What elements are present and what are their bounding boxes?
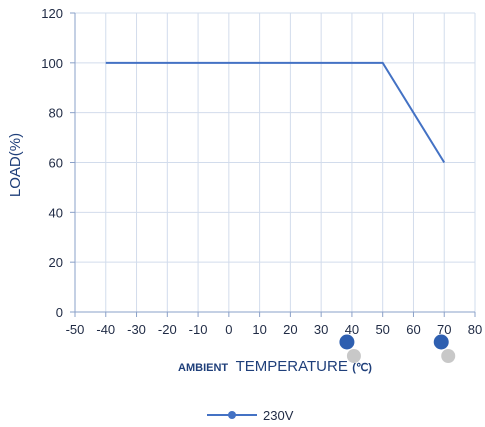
y-axis-label: LOAD(%): [7, 133, 24, 197]
x-axis-label: AMBIENT TEMPERATURE (℃): [178, 358, 372, 375]
marker-dot: [339, 334, 355, 350]
legend-marker: [228, 411, 236, 419]
x-axis-label-part-3: (℃): [352, 362, 372, 374]
x-tick-label: -20: [158, 322, 177, 337]
x-tick-label: 20: [283, 322, 297, 337]
marker-dot-shadow: [346, 349, 361, 363]
x-tick-label: 40: [345, 322, 359, 337]
y-tick-label: 20: [49, 255, 63, 270]
x-tick-label: 30: [314, 322, 328, 337]
y-tick-label: 80: [49, 106, 63, 121]
x-tick-label: 10: [252, 322, 266, 337]
series: [105, 61, 446, 164]
y-tick-label: 40: [49, 205, 63, 220]
axes: [70, 12, 476, 317]
x-tick-label: -10: [189, 322, 208, 337]
x-tick-label: -50: [66, 322, 85, 337]
marker-dots: [339, 334, 456, 363]
marker-dot: [433, 334, 449, 350]
legend-label: 230V: [263, 408, 294, 423]
x-tick-label: 60: [406, 322, 420, 337]
y-tick-label: 0: [56, 305, 63, 320]
x-tick-label: -30: [127, 322, 146, 337]
y-tick-label: 60: [49, 156, 63, 171]
grid: [74, 12, 476, 313]
x-tick-label: 50: [375, 322, 389, 337]
x-tick-label: -40: [96, 322, 115, 337]
marker-dot-shadow: [441, 349, 456, 363]
series-line-230V: [105, 61, 446, 164]
x-tick-labels: -50 -40 -30 -20 -10 0 10 20 30 40 50 60 70 80: [66, 322, 483, 337]
x-axis-label-part-1: AMBIENT: [178, 362, 228, 374]
x-tick-label: 80: [468, 322, 482, 337]
y-tick-label: 120: [41, 6, 63, 21]
x-axis-label-part-2: TEMPERATURE: [236, 358, 348, 375]
y-tick-labels: 0 20 40 60 80 100 120: [41, 6, 63, 320]
x-tick-label: 0: [225, 322, 232, 337]
legend: 230V: [207, 408, 294, 423]
y-tick-label: 100: [41, 56, 63, 71]
x-tick-label: 70: [437, 322, 451, 337]
